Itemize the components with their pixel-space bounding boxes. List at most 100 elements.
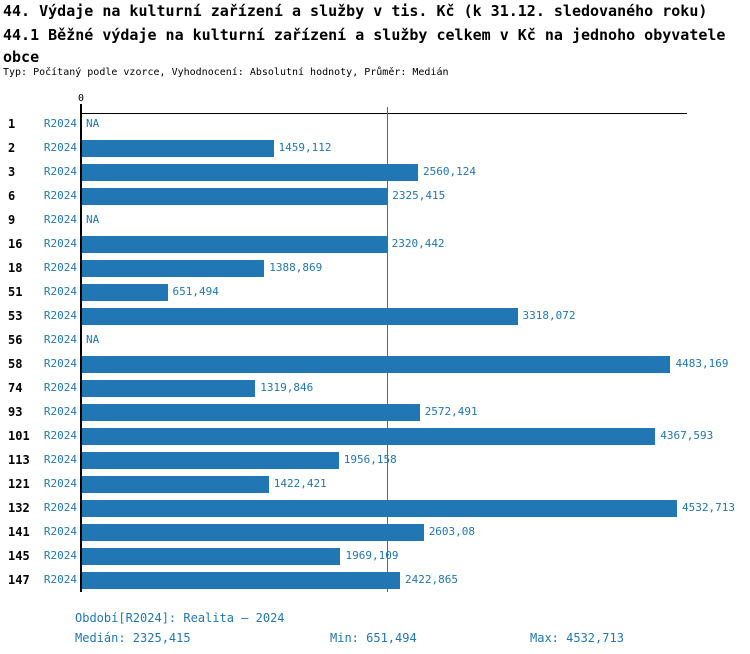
chart-row: 93 R2024 2572,491 (0, 400, 750, 424)
chart-meta: Typ: Počítaný podle vzorce, Vyhodnocení:… (3, 67, 449, 78)
x-axis-zero-label: 0 (77, 93, 85, 104)
median-line (387, 107, 388, 592)
row-period: R2024 (43, 237, 77, 250)
bar (82, 235, 387, 253)
bar-value-label: 1422,421 (273, 477, 327, 490)
bar (82, 283, 168, 301)
y-axis-line (80, 104, 82, 592)
chart-row: 147 R2024 2422,865 (0, 568, 750, 592)
footer-min: Min: 651,494 (330, 631, 417, 645)
row-number: 74 (8, 381, 23, 395)
x-axis-line (80, 113, 687, 114)
chart-row: 53 R2024 3318,072 (0, 304, 750, 328)
row-number: 2 (8, 141, 16, 155)
bar-value-label: 2572,491 (424, 405, 478, 418)
row-number: 93 (8, 405, 23, 419)
row-number: 101 (8, 429, 30, 443)
row-period: R2024 (43, 213, 77, 226)
row-number: 9 (8, 213, 16, 227)
chart-row: 58 R2024 4483,169 (0, 352, 750, 376)
bar-value-label: 1388,869 (269, 261, 323, 274)
row-period: R2024 (43, 285, 77, 298)
chart-row: 141 R2024 2603,08 (0, 520, 750, 544)
bar-value-label: 2560,124 (423, 165, 477, 178)
row-number: 51 (8, 285, 23, 299)
page-subtitle: 44.1 Běžné výdaje na kulturní zařízení a… (3, 26, 726, 66)
bar (82, 475, 269, 493)
chart-rows: 1 R2024 NA 2 R2024 1459,112 3 R2024 2560… (0, 112, 750, 592)
bar-value-label: 4367,593 (660, 429, 714, 442)
bar-value-label: 4532,713 (681, 501, 735, 514)
bar-value-label: NA (86, 117, 100, 130)
bar-value-label: 4483,169 (675, 357, 729, 370)
chart-row: 51 R2024 651,494 (0, 280, 750, 304)
row-period: R2024 (43, 381, 77, 394)
bar (82, 139, 274, 157)
row-number: 3 (8, 165, 16, 179)
row-period: R2024 (43, 525, 77, 538)
row-period: R2024 (43, 477, 77, 490)
row-number: 18 (8, 261, 23, 275)
row-period: R2024 (43, 189, 77, 202)
bar (82, 499, 677, 517)
row-period: R2024 (43, 165, 77, 178)
bar (82, 307, 518, 325)
bar (82, 163, 419, 181)
row-number: 1 (8, 117, 16, 131)
bar (82, 427, 656, 445)
bar-value-label: NA (86, 213, 100, 226)
chart-row: 113 R2024 1956,158 (0, 448, 750, 472)
row-number: 132 (8, 501, 30, 515)
row-period: R2024 (43, 501, 77, 514)
footer-period: Období[R2024]: Realita – 2024 (75, 611, 285, 625)
chart-row: 6 R2024 2325,415 (0, 184, 750, 208)
row-period: R2024 (43, 141, 77, 154)
bar-value-label: 1459,112 (278, 141, 332, 154)
bar-value-label: 651,494 (172, 285, 219, 298)
bar-value-label: NA (86, 333, 100, 346)
bar (82, 523, 424, 541)
row-period: R2024 (43, 405, 77, 418)
page-title: 44. Výdaje na kulturní zařízení a služby… (3, 2, 708, 20)
chart-row: 121 R2024 1422,421 (0, 472, 750, 496)
chart-row: 16 R2024 2320,442 (0, 232, 750, 256)
row-number: 147 (8, 573, 30, 587)
bar (82, 259, 265, 277)
row-period: R2024 (43, 333, 77, 346)
chart-row: 9 R2024 NA (0, 208, 750, 232)
bar (82, 547, 341, 565)
bar-value-label: 1319,846 (260, 381, 314, 394)
row-number: 141 (8, 525, 30, 539)
row-number: 121 (8, 477, 30, 491)
row-period: R2024 (43, 309, 77, 322)
bar (82, 403, 420, 421)
chart-row: 132 R2024 4532,713 (0, 496, 750, 520)
bar-value-label: 1969,109 (345, 549, 399, 562)
row-number: 113 (8, 453, 30, 467)
bar-value-label: 2603,08 (428, 525, 476, 538)
row-period: R2024 (43, 549, 77, 562)
bar-value-label: 1956,158 (343, 453, 397, 466)
footer-median: Medián: 2325,415 (75, 631, 191, 645)
bar-value-label: 2320,442 (391, 237, 445, 250)
row-number: 58 (8, 357, 23, 371)
row-period: R2024 (43, 573, 77, 586)
bar-value-label: 3318,072 (522, 309, 576, 322)
row-number: 56 (8, 333, 23, 347)
bar (82, 187, 388, 205)
chart-row: 145 R2024 1969,109 (0, 544, 750, 568)
bar (82, 379, 256, 397)
footer-max: Max: 4532,713 (530, 631, 624, 645)
row-number: 53 (8, 309, 23, 323)
chart-row: 2 R2024 1459,112 (0, 136, 750, 160)
row-number: 145 (8, 549, 30, 563)
row-period: R2024 (43, 453, 77, 466)
chart-row: 18 R2024 1388,869 (0, 256, 750, 280)
chart-row: 1 R2024 NA (0, 112, 750, 136)
row-period: R2024 (43, 261, 77, 274)
bar-value-label: 2325,415 (392, 189, 446, 202)
bar (82, 571, 401, 589)
row-period: R2024 (43, 357, 77, 370)
chart-row: 56 R2024 NA (0, 328, 750, 352)
